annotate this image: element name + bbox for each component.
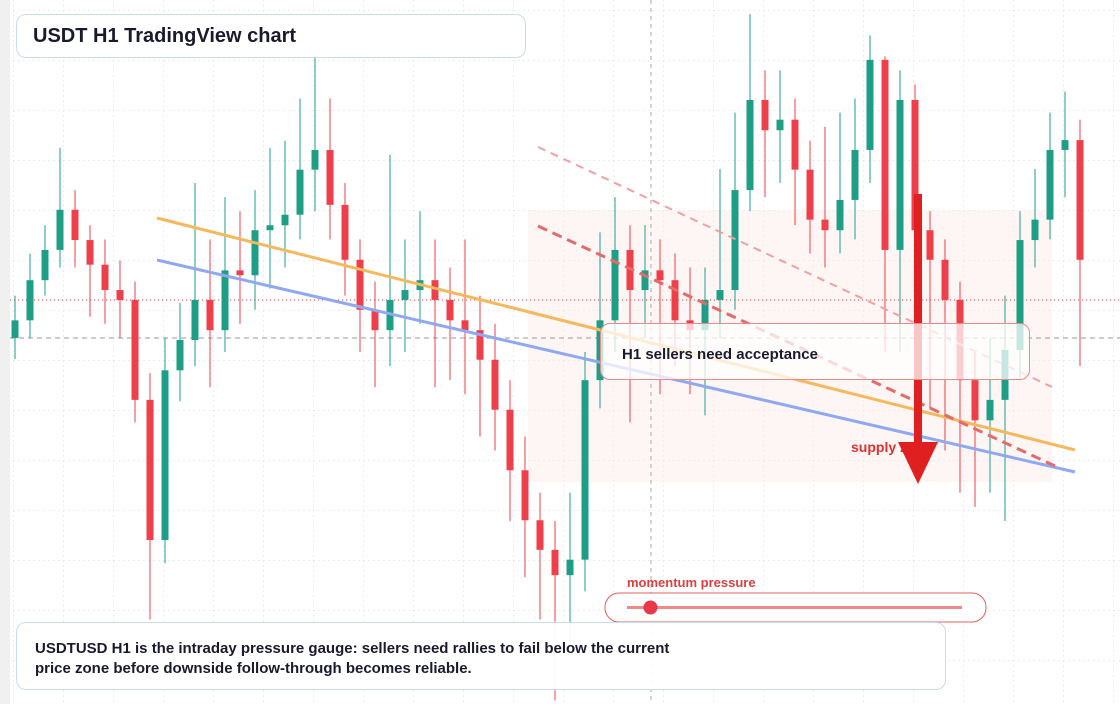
candle-body xyxy=(551,549,559,576)
candle-body xyxy=(821,219,829,231)
callout: H1 sellers need acceptance xyxy=(600,323,1030,380)
candle-body xyxy=(191,299,199,341)
candle-body xyxy=(296,169,304,215)
candle-body xyxy=(1076,140,1084,260)
candle-body xyxy=(461,320,469,331)
candle-body xyxy=(56,209,64,250)
candle-body xyxy=(746,99,754,191)
candle-body xyxy=(656,270,664,281)
candle-body xyxy=(371,309,379,331)
candle-body xyxy=(41,249,49,281)
candle-body xyxy=(146,399,154,540)
candle-body xyxy=(671,280,679,321)
candle-body xyxy=(491,359,499,410)
candle-body xyxy=(356,259,364,310)
candle-body xyxy=(71,209,79,241)
candle-body xyxy=(1061,140,1069,150)
note-text: USDTUSD H1 is the intraday pressure gaug… xyxy=(35,640,670,677)
candle-body xyxy=(566,559,574,576)
candle-body xyxy=(641,270,649,291)
candle-body xyxy=(851,149,859,200)
candle-body xyxy=(941,259,949,300)
candle-body xyxy=(281,214,289,226)
candle-body xyxy=(476,330,484,360)
candle-body xyxy=(701,299,709,331)
candle-body xyxy=(1016,240,1024,350)
channel-line xyxy=(537,146,1053,388)
candle-body xyxy=(1046,149,1054,220)
candle-body xyxy=(986,399,994,421)
candle-body xyxy=(326,149,334,205)
candle-body xyxy=(176,340,184,371)
candle-body xyxy=(776,119,784,131)
left-edge xyxy=(0,0,10,704)
gauge-label: momentum pressure xyxy=(627,575,756,590)
candle-body xyxy=(581,380,589,560)
candle-body xyxy=(26,280,34,321)
candle-body xyxy=(431,280,439,300)
candle-body xyxy=(236,270,244,276)
candle-body xyxy=(101,264,109,291)
candle-body xyxy=(536,520,544,550)
candle-body xyxy=(131,299,139,400)
candle-body xyxy=(506,409,514,471)
candle-body xyxy=(86,240,94,265)
candle-body xyxy=(161,370,169,540)
note: USDTUSD H1 is the intraday pressure gaug… xyxy=(16,622,946,690)
candle-body xyxy=(311,149,319,170)
candle-body xyxy=(971,380,979,421)
candle-body xyxy=(911,99,919,231)
candle-body xyxy=(761,99,769,131)
candle-body xyxy=(251,230,259,276)
candle-body xyxy=(836,199,844,231)
candle-body xyxy=(716,290,724,300)
candle-body xyxy=(221,270,229,331)
candle-body xyxy=(116,290,124,300)
candle-body xyxy=(896,99,904,250)
candle-body xyxy=(521,470,529,521)
candle-body xyxy=(866,59,874,150)
candle-body xyxy=(401,290,409,300)
arrow-head xyxy=(898,442,938,484)
candle-body xyxy=(791,119,799,170)
candle-body xyxy=(806,169,814,220)
candle-body xyxy=(926,230,934,260)
candle-body xyxy=(881,59,889,250)
candle-body xyxy=(446,299,454,321)
candle-body xyxy=(266,225,274,231)
candle-body xyxy=(611,249,619,321)
chart-title: USDT H1 TradingView chart xyxy=(16,14,526,58)
candle-body xyxy=(341,204,349,260)
candle-body xyxy=(206,299,214,331)
candle-body xyxy=(11,320,19,338)
candle-body xyxy=(1031,219,1039,241)
gauge-knob xyxy=(643,600,658,615)
